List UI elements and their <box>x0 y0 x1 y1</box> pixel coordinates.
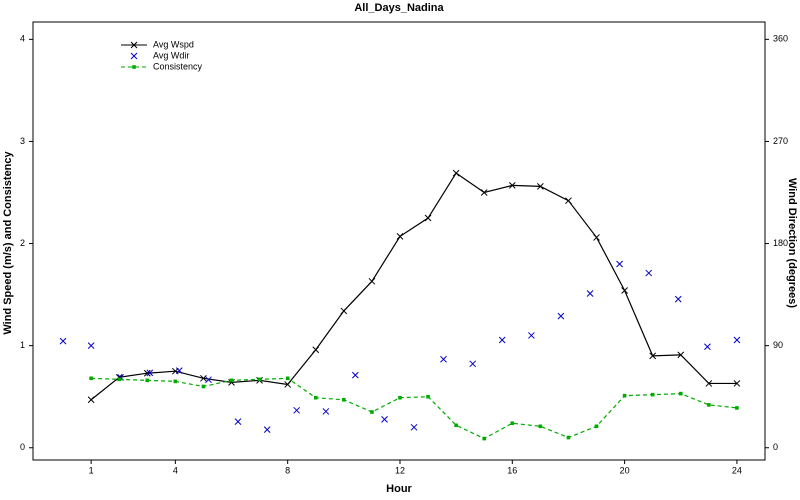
y-tick-label: 4 <box>20 34 25 44</box>
marker <box>89 376 93 381</box>
marker <box>143 369 151 377</box>
marker <box>733 336 741 344</box>
marker <box>146 369 154 377</box>
marker <box>426 394 430 399</box>
marker <box>705 380 713 387</box>
marker <box>537 183 544 190</box>
marker <box>645 269 653 277</box>
marker <box>678 391 683 396</box>
marker <box>175 367 183 374</box>
y2-tick-label: 90 <box>773 340 783 350</box>
marker <box>234 418 242 426</box>
marker <box>622 393 627 398</box>
marker <box>293 406 301 414</box>
marker <box>173 379 178 384</box>
marker <box>368 277 376 285</box>
marker <box>440 355 447 363</box>
marker <box>616 260 623 268</box>
marker <box>342 397 346 402</box>
marker <box>482 436 487 441</box>
marker <box>621 287 628 294</box>
marker <box>707 403 711 407</box>
marker <box>528 332 535 339</box>
marker <box>594 424 599 429</box>
marker <box>593 234 600 241</box>
marker <box>285 376 290 381</box>
marker <box>508 182 516 189</box>
x-tick-label: 8 <box>285 465 290 475</box>
marker <box>677 351 685 359</box>
marker <box>205 376 212 384</box>
marker <box>566 435 571 440</box>
marker <box>674 295 682 303</box>
marker <box>510 421 515 426</box>
legend-marker <box>130 41 138 49</box>
y2-tick-label: 0 <box>773 442 778 452</box>
x-axis-label: Hour <box>386 483 412 495</box>
marker <box>498 336 506 344</box>
marker <box>87 396 95 404</box>
y-tick-label: 3 <box>20 136 25 146</box>
marker <box>201 384 206 389</box>
y-axis-label: Wind Speed (m/s) and Consistency <box>2 150 14 334</box>
y-tick-label: 1 <box>20 340 25 350</box>
marker <box>735 406 739 410</box>
marker <box>410 423 418 431</box>
marker <box>117 377 122 382</box>
marker <box>424 214 432 222</box>
x-tick-label: 4 <box>173 465 178 475</box>
x-tick-label: 16 <box>507 465 517 475</box>
x-tick-label: 20 <box>620 465 630 475</box>
marker <box>340 307 348 315</box>
marker <box>312 346 320 354</box>
marker <box>87 342 95 350</box>
legend-label: Avg Wspd <box>153 39 194 49</box>
marker <box>649 352 657 360</box>
marker <box>59 337 67 345</box>
marker <box>538 424 543 429</box>
x-tick-label: 12 <box>395 465 405 475</box>
legend-label: Avg Wdir <box>153 50 189 60</box>
marker <box>145 378 150 383</box>
marker <box>733 380 741 387</box>
y2-tick-label: 180 <box>773 238 788 248</box>
marker <box>257 377 262 382</box>
legend-marker <box>130 52 138 60</box>
marker <box>351 371 359 379</box>
y-tick-label: 0 <box>20 442 25 452</box>
marker <box>469 360 477 368</box>
x-tick-label: 24 <box>732 465 742 475</box>
marker <box>396 233 404 240</box>
marker <box>263 426 271 433</box>
x-tick-label: 1 <box>89 465 94 475</box>
marker <box>704 343 711 351</box>
marker <box>200 374 207 382</box>
y2-tick-label: 270 <box>773 136 788 146</box>
marker <box>313 395 318 400</box>
y2-tick-label: 360 <box>773 34 788 44</box>
marker <box>454 423 458 428</box>
marker <box>229 378 234 383</box>
series-line <box>91 377 737 440</box>
chart-title: All_Days_Nadina <box>354 2 444 14</box>
marker <box>565 197 572 205</box>
y-tick-label: 2 <box>20 238 25 248</box>
marker <box>322 408 330 415</box>
marker <box>381 416 388 423</box>
marker <box>452 169 460 177</box>
marker <box>398 395 402 400</box>
marker <box>370 410 374 414</box>
marker <box>284 381 292 388</box>
marker <box>650 392 655 397</box>
marker <box>480 189 488 196</box>
series-line <box>90 172 737 401</box>
legend-marker <box>132 65 136 69</box>
marker <box>586 290 594 297</box>
legend-label: Consistency <box>153 61 203 71</box>
y2-axis-label: Wind Direction (degrees) <box>786 178 798 308</box>
plot-frame <box>32 21 766 461</box>
marker <box>557 312 565 320</box>
